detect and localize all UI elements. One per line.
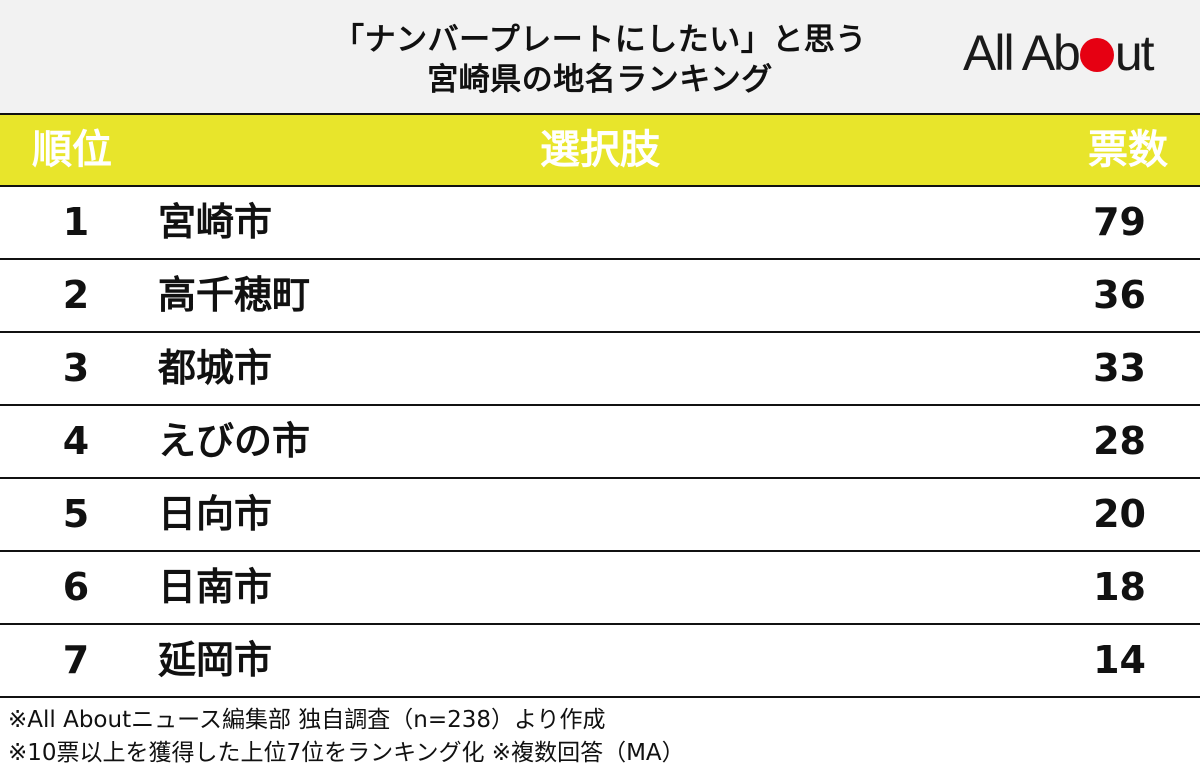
- votes-cell: 79: [1093, 200, 1146, 244]
- rank-cell: 4: [62, 419, 90, 463]
- footnote-source: ※All Aboutニュース編集部 独自調査（n=238）より作成: [8, 707, 606, 733]
- ranking-table-body: 1 宮崎市 79 2 高千穂町 36 3 都城市 33 4 えびの市 28 5 …: [0, 187, 1200, 698]
- table-row: 2 高千穂町 36: [0, 260, 1200, 333]
- votes-cell: 36: [1093, 273, 1146, 317]
- header-choice: 選択肢: [540, 127, 660, 173]
- table-row: 3 都城市 33: [0, 333, 1200, 406]
- rank-cell: 2: [62, 273, 90, 317]
- votes-cell: 28: [1093, 419, 1146, 463]
- all-about-logo: All Ab ut: [963, 25, 1155, 81]
- table-row: 7 延岡市 14: [0, 625, 1200, 698]
- rank-cell: 3: [62, 346, 90, 390]
- header-banner: 「ナンバープレートにしたい」と思う 宮崎県の地名ランキング All Ab ut: [0, 0, 1200, 113]
- rank-cell: 5: [62, 492, 90, 536]
- place-name-cell: えびの市: [158, 419, 311, 463]
- votes-cell: 18: [1093, 565, 1146, 609]
- rank-cell: 7: [62, 638, 90, 682]
- table-header: 順位 選択肢 票数: [0, 113, 1200, 187]
- place-name-cell: 日向市: [158, 492, 273, 536]
- footnotes: ※All Aboutニュース編集部 独自調査（n=238）より作成 ※10票以上…: [8, 704, 1198, 770]
- header-rank: 順位: [32, 127, 112, 173]
- votes-cell: 20: [1093, 492, 1146, 536]
- rank-cell: 6: [62, 565, 90, 609]
- footnote-method: ※10票以上を獲得した上位7位をランキング化 ※複数回答（MA）: [8, 740, 685, 766]
- table-row: 6 日南市 18: [0, 552, 1200, 625]
- table-row: 4 えびの市 28: [0, 406, 1200, 479]
- votes-cell: 33: [1093, 346, 1146, 390]
- rank-cell: 1: [62, 200, 90, 244]
- title-line-1: 「ナンバープレートにしたい」と思う: [333, 22, 867, 58]
- logo-red-dot: [1079, 38, 1114, 72]
- table-row: 5 日向市 20: [0, 479, 1200, 552]
- place-name-cell: 延岡市: [158, 638, 273, 682]
- place-name-cell: 高千穂町: [158, 273, 311, 317]
- table-row: 1 宮崎市 79: [0, 187, 1200, 260]
- place-name-cell: 宮崎市: [158, 200, 273, 244]
- place-name-cell: 都城市: [158, 346, 273, 390]
- place-name-cell: 日南市: [158, 565, 273, 609]
- logo-text-end: ut: [1114, 25, 1155, 81]
- votes-cell: 14: [1093, 638, 1146, 682]
- page-title: 「ナンバープレートにしたい」と思う 宮崎県の地名ランキング: [0, 20, 1200, 100]
- logo-text-start: All Ab: [963, 25, 1081, 81]
- title-line-2: 宮崎県の地名ランキング: [427, 62, 773, 98]
- header-votes: 票数: [1088, 127, 1168, 173]
